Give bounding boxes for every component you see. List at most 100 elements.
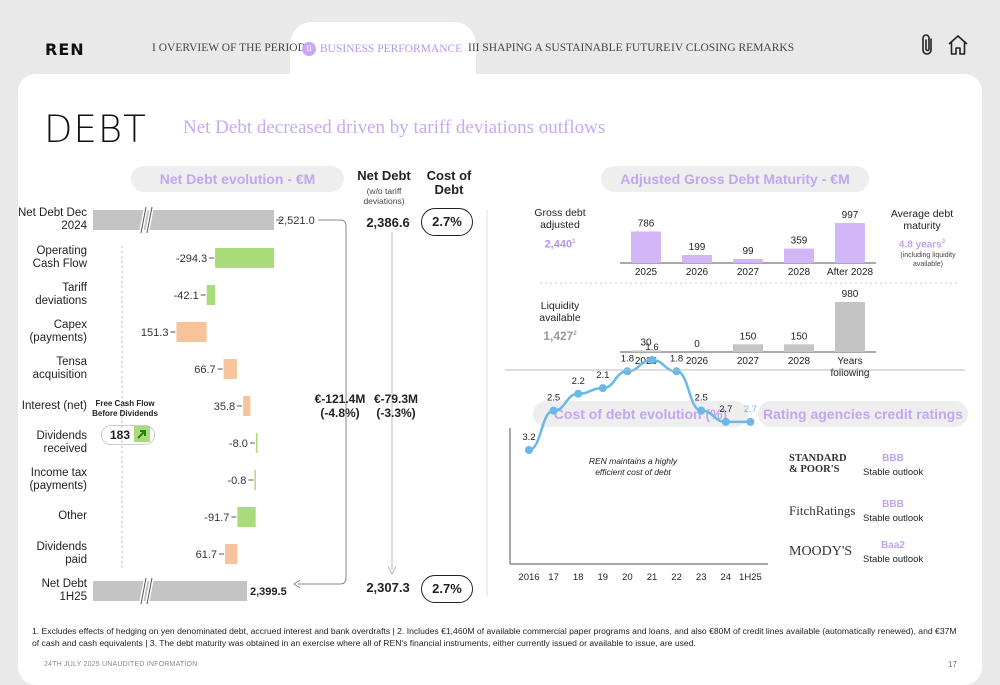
cost-year-label: 2016 xyxy=(518,572,539,583)
waterfall-value-label: 151.3 xyxy=(141,327,169,339)
maturity-value-label: 997 xyxy=(842,210,859,221)
cost-year-label: 1H25 xyxy=(739,572,762,583)
row-label-net-debt-dec-2024: Net Debt Dec 2024 xyxy=(17,207,87,233)
liquidity-label: Liquidity available xyxy=(539,300,581,324)
cost-year-label: 24 xyxy=(721,572,732,583)
fitch-rating: BBB xyxy=(882,499,904,510)
maturity-value-label: 150 xyxy=(791,331,808,342)
cost-of-debt-column-heading: Cost of Debt xyxy=(426,168,472,197)
waterfall-bar xyxy=(255,433,258,453)
row-label-text: Tensa acquisition xyxy=(32,356,87,381)
waterfall-value-label: 35.8 xyxy=(214,401,235,413)
footer-date: 24TH JULY 2025 UNAUDITED INFORMATION xyxy=(44,661,198,668)
free-cash-flow-value: 183 xyxy=(101,425,155,445)
average-maturity-note: (including liquidity available) xyxy=(900,252,956,268)
net-debt-column-note: (w/o tariff deviations) xyxy=(363,186,405,206)
cost-year-label: 17 xyxy=(548,572,559,583)
row-label-tensa-acquisition: Tensa acquisition xyxy=(23,356,87,382)
row-label-text: Dividends paid xyxy=(36,541,88,566)
row-label-text: Capex (payments) xyxy=(29,319,87,344)
waterfall-value-label: -294.3 xyxy=(176,253,207,265)
waterfall-bar xyxy=(225,544,238,564)
ren-logo[interactable]: REN xyxy=(45,40,85,59)
tab-badge: II xyxy=(302,42,316,56)
waterfall-bar xyxy=(215,248,274,268)
row-label-dividends-paid: Dividends paid xyxy=(27,541,88,567)
waterfall-value-label: -42.1 xyxy=(174,290,199,302)
maturity-year-label: 2025 xyxy=(635,267,658,278)
gross-debt-label: Gross debt adjusted xyxy=(534,207,586,231)
net-debt-end-value: 2,307.3 xyxy=(366,580,410,595)
gross-debt-footnote-ref: 1 xyxy=(572,239,576,245)
maturity-bar-liquidity xyxy=(835,302,865,352)
average-maturity-value: 4.8 years3 xyxy=(884,236,960,251)
waterfall-bar xyxy=(206,285,216,305)
maturity-bar-liquidity xyxy=(733,344,763,352)
active-tab-background xyxy=(290,22,476,77)
row-label-interest-net: Interest (net) xyxy=(7,400,87,413)
waterfall-value-label: 2,399.5 xyxy=(250,586,287,598)
row-label-text: Tariff deviations xyxy=(35,282,87,307)
cost-year-label: 20 xyxy=(622,572,633,583)
tab-business-performance[interactable]: II BUSINESS PERFORMANCE xyxy=(302,42,462,56)
maturity-year-label: 2027 xyxy=(737,356,760,367)
cost-point xyxy=(697,406,706,415)
page-title: DEBT xyxy=(44,108,147,151)
cost-of-debt-end: 2.7% xyxy=(421,575,473,603)
axis-break-line xyxy=(140,206,153,234)
net-debt-change-ex-tariff: €-79.3M (-3.3%) xyxy=(373,392,419,420)
moodys-logo: MOODY'S xyxy=(789,544,853,559)
cost-point xyxy=(525,446,533,454)
average-maturity-label: Average debt maturity xyxy=(890,208,954,232)
cost-value-label: 3.2 xyxy=(522,432,535,443)
cost-of-debt-note: REN maintains a highly efficient cost of… xyxy=(588,456,678,477)
tab-closing-remarks[interactable]: IV CLOSING REMARKS xyxy=(671,42,795,54)
row-label-capex: Capex (payments) xyxy=(25,319,87,345)
free-cash-flow-number: 183 xyxy=(110,428,131,442)
maturity-year-label: 2026 xyxy=(686,356,709,367)
cost-point xyxy=(549,406,558,415)
cost-year-label: 19 xyxy=(598,572,609,583)
waterfall-bar xyxy=(254,470,256,490)
cost-year-label: 23 xyxy=(696,572,707,583)
waterfall-value-label: -91.7 xyxy=(204,512,229,524)
bracket-arrowhead xyxy=(293,579,301,589)
maturity-year-label: Years xyxy=(837,356,862,367)
row-label-text: Other xyxy=(58,510,87,522)
maturity-value-label: 786 xyxy=(638,218,655,229)
waterfall-bar-total xyxy=(93,581,247,601)
free-cash-flow-label: Free Cash Flow Before Dividends xyxy=(92,399,158,418)
row-label-text: Operating Cash Flow xyxy=(32,245,87,270)
fitch-logo: FitchRatings xyxy=(789,503,856,518)
home-icon[interactable] xyxy=(947,33,969,57)
maturity-year-label: 2027 xyxy=(737,267,760,278)
sp-outlook: Stable outlook xyxy=(863,467,924,478)
cost-value-label: 2.1 xyxy=(596,370,609,381)
top-navigation: REN I OVERVIEW OF THE PERIOD II BUSINESS … xyxy=(0,0,1000,77)
moodys-rating: Baa2 xyxy=(881,540,905,551)
cost-value-label: 1.8 xyxy=(670,353,683,364)
waterfall-value-label: -0.8 xyxy=(227,475,246,487)
ratings-heading: Rating agencies credit ratings xyxy=(758,401,968,427)
upward-arrow-icon xyxy=(134,426,150,442)
cost-point xyxy=(598,384,607,393)
cost-year-label: 22 xyxy=(671,572,682,583)
paperclip-icon[interactable] xyxy=(919,33,941,57)
row-label-tariff-deviations: Tariff deviations xyxy=(27,282,87,308)
waterfall-value-label: 2,521.0 xyxy=(278,215,315,227)
maturity-value-label: 30 xyxy=(640,337,652,348)
tab-overview[interactable]: I OVERVIEW OF THE PERIOD xyxy=(152,42,306,54)
tab-sustainable-future[interactable]: III SHAPING A SUSTAINABLE FUTURE xyxy=(468,42,671,54)
maturity-bar-gross xyxy=(733,259,763,263)
row-label-text: Net Debt 1H25 xyxy=(41,578,87,603)
liquidity-value-text: 1,427 xyxy=(543,329,574,343)
cost-value-label: 2.5 xyxy=(547,393,560,404)
page-subtitle: Net Debt decreased driven by tariff devi… xyxy=(183,117,606,138)
average-maturity-value-text: 4.8 years xyxy=(898,239,942,251)
maturity-value-label: 150 xyxy=(740,331,757,342)
axis-break-line xyxy=(140,577,153,605)
waterfall-bar xyxy=(176,322,207,342)
cost-point xyxy=(721,417,730,426)
cost-point xyxy=(746,417,755,426)
